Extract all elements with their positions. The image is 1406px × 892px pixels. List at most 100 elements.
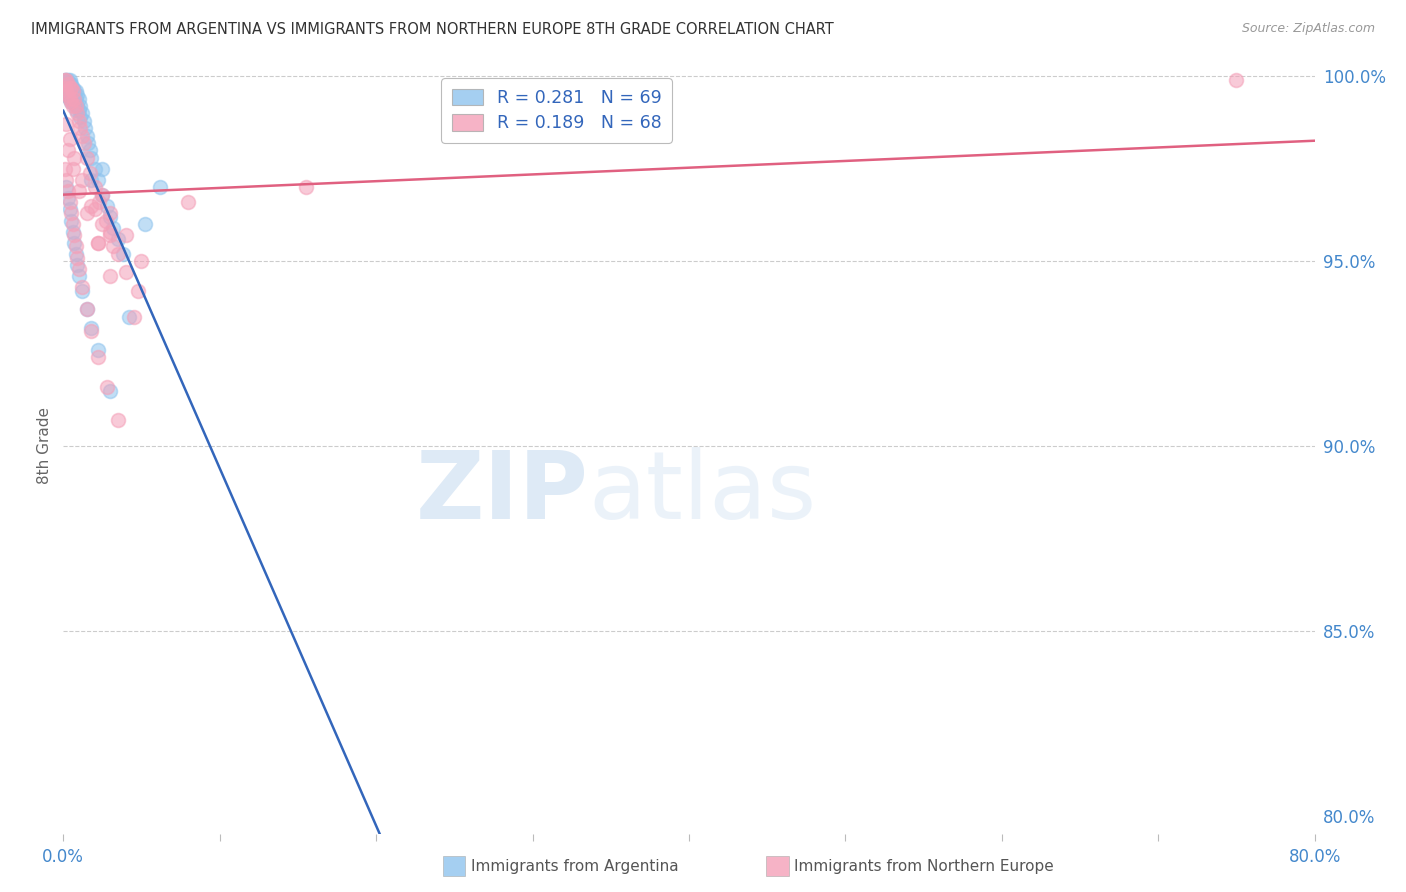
Point <box>65 84 87 98</box>
Point <box>53 87 76 102</box>
Point <box>69 99 91 113</box>
Point <box>127 284 149 298</box>
Point <box>76 302 98 317</box>
Point <box>115 228 138 243</box>
Point <box>94 213 117 227</box>
Point <box>80 325 103 339</box>
Point <box>98 206 121 220</box>
Point <box>86 173 108 187</box>
Point <box>53 73 76 87</box>
Point <box>66 251 89 265</box>
Point <box>103 221 125 235</box>
Point <box>55 84 77 98</box>
Point <box>56 80 79 95</box>
Point <box>60 206 83 220</box>
Point <box>98 210 121 224</box>
Point <box>53 80 76 95</box>
Point <box>79 165 101 179</box>
Legend: R = 0.281   N = 69, R = 0.189   N = 68: R = 0.281 N = 69, R = 0.189 N = 68 <box>441 78 672 143</box>
Point <box>86 351 108 365</box>
Point <box>72 113 94 128</box>
Point <box>60 87 83 102</box>
Point <box>65 99 87 113</box>
Point <box>58 73 80 87</box>
Point <box>98 228 121 243</box>
Point <box>91 187 114 202</box>
Point <box>55 80 77 95</box>
Point <box>69 121 91 136</box>
Point <box>70 173 93 187</box>
Point <box>70 284 93 298</box>
Point <box>79 144 101 158</box>
Point <box>63 92 86 106</box>
Point <box>58 132 80 146</box>
Point <box>66 99 89 113</box>
Point <box>80 320 103 334</box>
Point <box>72 136 94 150</box>
Point <box>55 73 77 87</box>
Point <box>53 73 76 87</box>
Point <box>70 280 93 294</box>
Text: IMMIGRANTS FROM ARGENTINA VS IMMIGRANTS FROM NORTHERN EUROPE 8TH GRADE CORRELATI: IMMIGRANTS FROM ARGENTINA VS IMMIGRANTS … <box>31 22 834 37</box>
Point <box>55 173 77 187</box>
Point <box>58 195 80 210</box>
Point <box>56 73 79 87</box>
Point <box>89 195 111 210</box>
Point <box>96 380 118 394</box>
Point <box>76 206 98 220</box>
Point <box>65 92 87 106</box>
Point <box>98 268 121 283</box>
Point <box>76 151 98 165</box>
Text: Immigrants from Argentina: Immigrants from Argentina <box>471 859 679 873</box>
Text: atlas: atlas <box>589 447 817 539</box>
Point <box>83 180 105 194</box>
Point <box>80 151 103 165</box>
Point <box>55 77 77 91</box>
Point <box>53 80 76 95</box>
Point <box>134 217 156 231</box>
Text: ZIP: ZIP <box>416 447 589 539</box>
Point <box>294 180 316 194</box>
Point <box>56 77 79 91</box>
Point <box>55 118 77 132</box>
Point <box>56 77 79 91</box>
Point <box>58 80 80 95</box>
Point <box>60 80 83 95</box>
Point <box>53 161 76 176</box>
Point <box>118 310 141 324</box>
Point <box>58 84 80 98</box>
Point <box>65 239 87 253</box>
Point <box>107 413 129 427</box>
Point <box>67 113 90 128</box>
Point <box>58 92 80 106</box>
Point <box>66 106 89 120</box>
Point <box>63 235 86 250</box>
Point <box>60 213 83 227</box>
Point <box>56 184 79 198</box>
Point <box>67 92 90 106</box>
Point <box>1225 73 1247 87</box>
Point <box>58 92 80 106</box>
Point <box>60 77 83 91</box>
Point <box>103 239 125 253</box>
Point <box>62 217 84 231</box>
Text: Source: ZipAtlas.com: Source: ZipAtlas.com <box>1241 22 1375 36</box>
Point <box>77 136 100 150</box>
Point <box>107 247 129 261</box>
Point <box>91 187 114 202</box>
Point <box>70 106 93 120</box>
Point <box>62 95 84 110</box>
Point <box>80 173 103 187</box>
Point <box>122 310 145 324</box>
Point <box>63 84 86 98</box>
Point <box>86 343 108 357</box>
Point <box>63 92 86 106</box>
Point <box>60 95 83 110</box>
Point <box>66 258 89 272</box>
Point <box>65 247 87 261</box>
Point <box>66 87 89 102</box>
Point <box>53 77 76 91</box>
Point <box>98 384 121 398</box>
Point <box>55 84 77 98</box>
Point <box>63 228 86 243</box>
